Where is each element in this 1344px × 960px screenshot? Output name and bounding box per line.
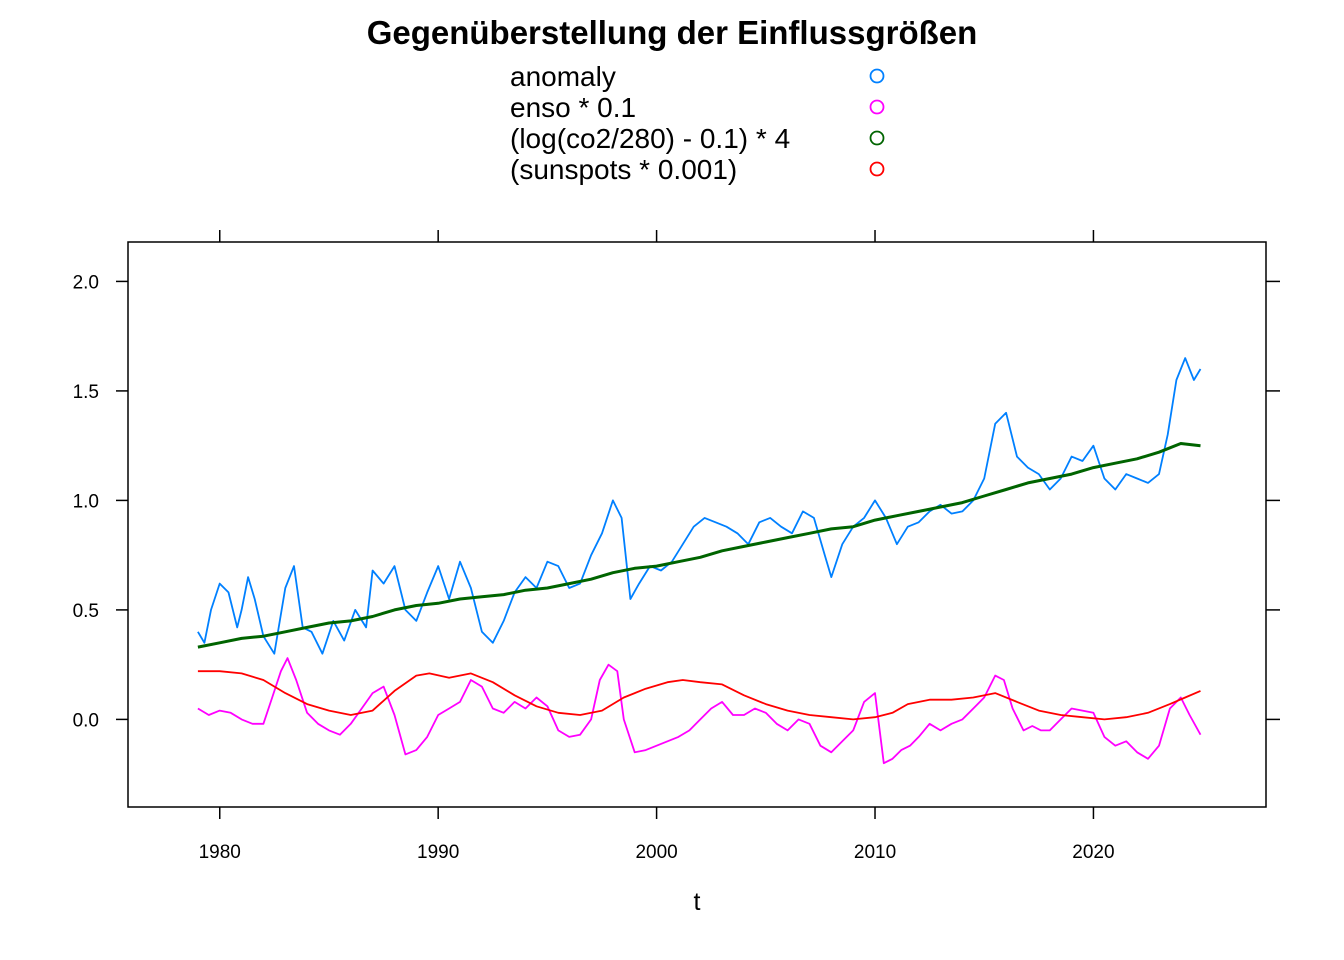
plot-panel [128,242,1266,807]
series-line-2 [198,444,1201,648]
legend-marker-1 [871,101,884,114]
x-axis: 1980 1990 2000 2010 2020 [199,230,1115,863]
x-tick-label-1980: 1980 [199,842,241,863]
series-line-3 [198,671,1201,719]
y-tick-label-3: 1.5 [73,382,99,403]
legend-marker-0 [871,70,884,83]
y-axis: 0.0 0.5 1.0 1.5 2.0 [73,272,1280,731]
series-layer [198,358,1201,763]
y-tick-label-4: 2.0 [73,272,99,293]
chart: Gegenüberstellung der Einflussgrößen ano… [0,0,1344,960]
x-tick-label-2010: 2010 [854,842,896,863]
legend-label-2: (log(co2/280) - 0.1) * 4 [510,123,790,154]
x-tick-label-2020: 2020 [1072,842,1114,863]
legend-label-3: (sunspots * 0.001) [510,154,737,185]
legend-label-0: anomaly [510,61,616,92]
legend-marker-2 [871,132,884,145]
legend-marker-3 [871,163,884,176]
x-tick-label-2000: 2000 [635,842,677,863]
x-axis-label: t [694,888,701,916]
chart-title: Gegenüberstellung der Einflussgrößen [367,14,978,51]
y-tick-label-1: 0.5 [73,601,99,622]
series-line-1 [198,658,1201,763]
series-line-0 [198,358,1201,654]
y-tick-label-2: 1.0 [73,491,99,512]
y-tick-label-0: 0.0 [73,710,99,731]
x-tick-label-1990: 1990 [417,842,459,863]
legend-label-1: enso * 0.1 [510,92,636,123]
